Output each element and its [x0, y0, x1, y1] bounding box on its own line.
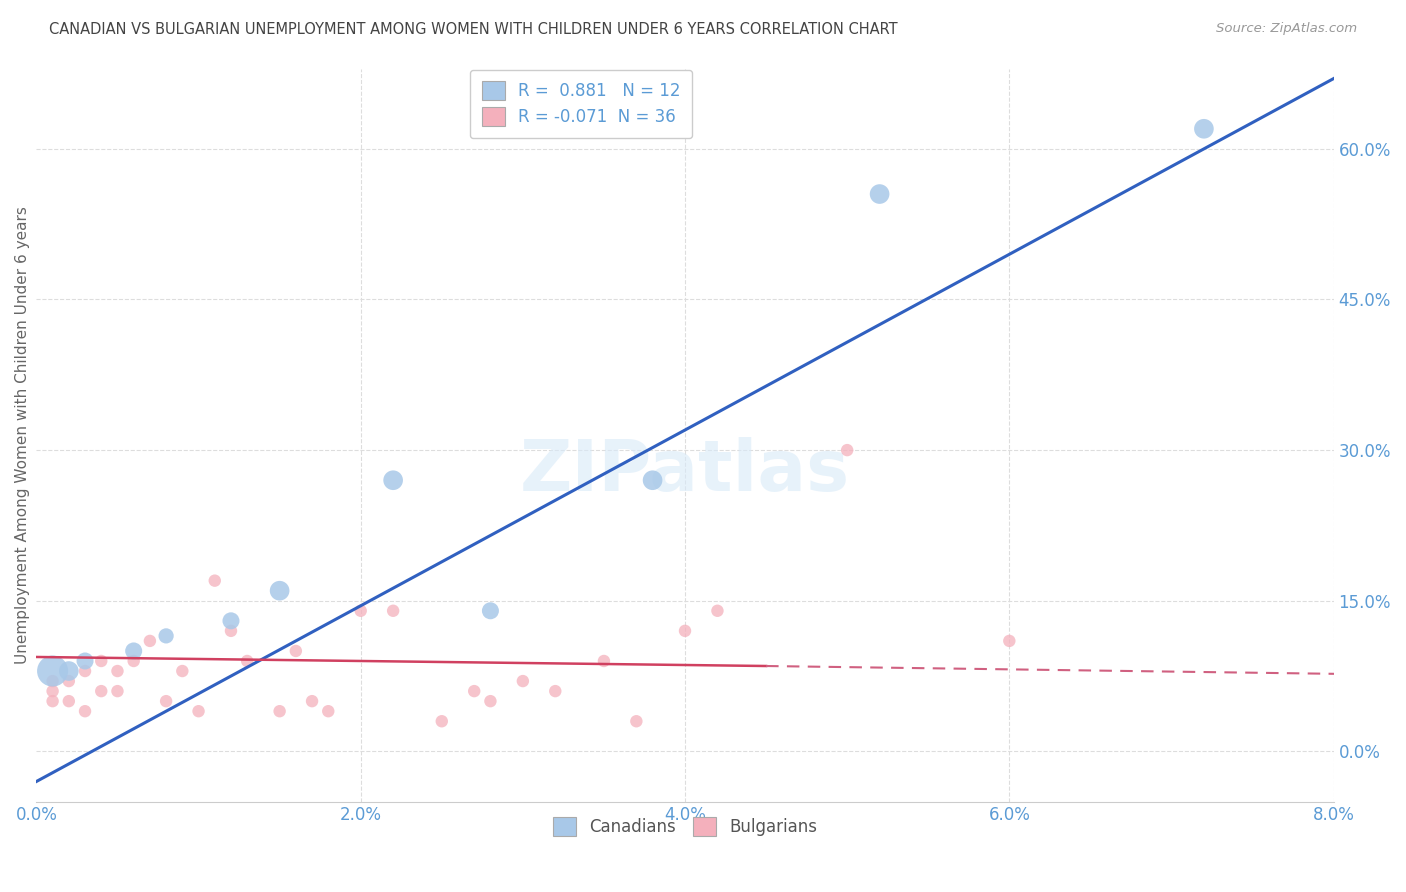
Point [155, 694, 177, 708]
Point [837, 443, 859, 458]
Point [1192, 121, 1215, 136]
Point [187, 704, 209, 718]
Point [41, 694, 63, 708]
Point [58, 694, 80, 708]
Point [58, 674, 80, 689]
Point [73, 654, 96, 668]
Point [706, 604, 728, 618]
Point [382, 604, 405, 618]
Point [301, 694, 323, 708]
Point [463, 684, 485, 698]
Point [430, 714, 453, 729]
Point [382, 473, 405, 487]
Point [269, 704, 291, 718]
Point [512, 674, 534, 689]
Legend: Canadians, Bulgarians: Canadians, Bulgarians [544, 809, 825, 845]
Text: CANADIAN VS BULGARIAN UNEMPLOYMENT AMONG WOMEN WITH CHILDREN UNDER 6 YEARS CORRE: CANADIAN VS BULGARIAN UNEMPLOYMENT AMONG… [49, 22, 898, 37]
Point [998, 634, 1021, 648]
Point [41, 664, 63, 678]
Point [122, 644, 145, 658]
Point [284, 644, 307, 658]
Point [172, 664, 194, 678]
Point [58, 664, 80, 678]
Point [139, 634, 162, 648]
Point [316, 704, 339, 718]
Point [155, 629, 177, 643]
Text: ZIPatlas: ZIPatlas [520, 437, 851, 506]
Point [479, 694, 502, 708]
Point [869, 187, 891, 202]
Point [204, 574, 226, 588]
Point [626, 714, 648, 729]
Point [479, 604, 502, 618]
Point [107, 664, 129, 678]
Point [41, 684, 63, 698]
Point [73, 704, 96, 718]
Point [90, 684, 112, 698]
Point [544, 684, 567, 698]
Point [269, 583, 291, 598]
Point [90, 654, 112, 668]
Point [593, 654, 616, 668]
Point [350, 604, 373, 618]
Point [73, 664, 96, 678]
Point [219, 614, 242, 628]
Point [41, 674, 63, 689]
Text: Source: ZipAtlas.com: Source: ZipAtlas.com [1216, 22, 1357, 36]
Point [641, 473, 664, 487]
Point [107, 684, 129, 698]
Point [236, 654, 259, 668]
Point [673, 624, 696, 638]
Point [122, 654, 145, 668]
Y-axis label: Unemployment Among Women with Children Under 6 years: Unemployment Among Women with Children U… [15, 206, 30, 664]
Point [219, 624, 242, 638]
